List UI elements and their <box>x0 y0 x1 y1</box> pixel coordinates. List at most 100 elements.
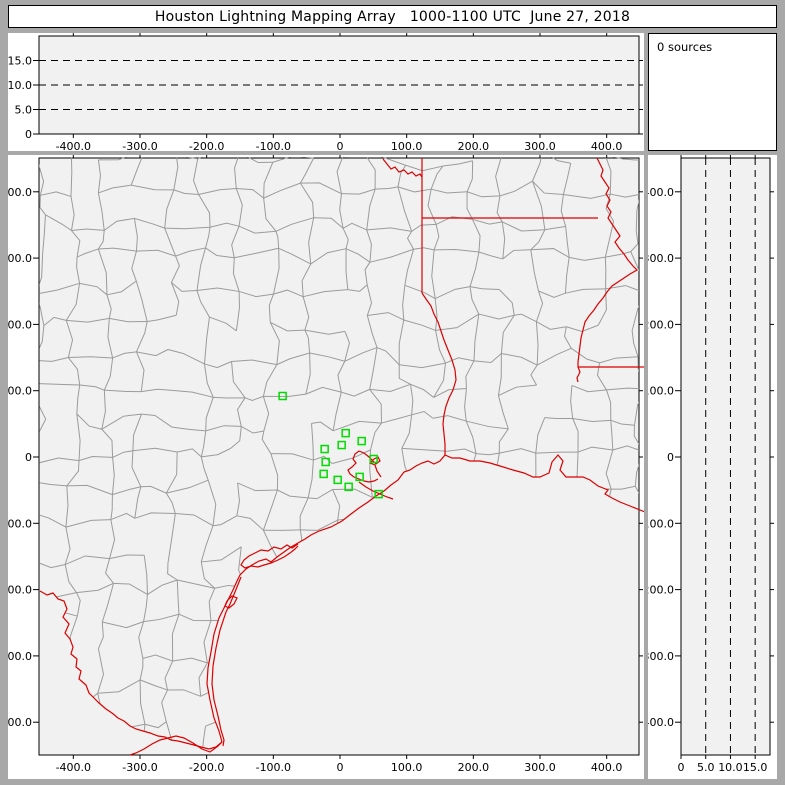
county-boundary <box>236 482 240 516</box>
county-boundary <box>498 289 515 316</box>
padre-island <box>211 576 242 747</box>
county-boundary <box>337 361 346 393</box>
county-boundary <box>205 247 235 259</box>
county-boundary <box>560 194 567 227</box>
county-boundary <box>538 290 566 298</box>
county-boundary <box>530 364 538 386</box>
county-boundary <box>39 560 66 569</box>
plan-view-map-panel[interactable]: -400.0 -300.0 -200.0 -100.0 0 100.0 200.0 300.0… <box>8 155 644 779</box>
county-boundary <box>299 182 315 218</box>
county-boundary <box>232 257 240 292</box>
county-boundary <box>605 449 614 490</box>
county-boundary <box>569 256 606 261</box>
plan-view-map-plot[interactable]: -400.0 -300.0 -200.0 -100.0 0 100.0 200.0 300.0… <box>8 155 644 779</box>
county-boundary <box>236 187 264 199</box>
county-boundary <box>198 662 208 697</box>
altitude-ns-panel[interactable]: 0 5.010.015.0 400.0 300.0 200.0 100.0 0 -100.0 -… <box>648 155 777 779</box>
county-boundary <box>175 247 206 257</box>
county-boundary <box>478 251 503 260</box>
county-boundary <box>66 484 113 496</box>
county-boundary <box>415 756 431 760</box>
axis-tick-label: 300.0 <box>648 252 674 265</box>
county-boundary <box>263 198 277 232</box>
county-boundary <box>410 383 434 398</box>
county-boundary <box>369 347 378 390</box>
axis-tick-label: 0 <box>667 451 674 464</box>
county-boundary <box>106 280 137 296</box>
county-boundary <box>431 188 468 194</box>
county-boundary <box>64 527 71 565</box>
county-boundary <box>564 257 570 294</box>
county-boundary <box>112 486 141 496</box>
coastline-path <box>206 454 644 743</box>
county-boundary <box>610 420 614 451</box>
county-boundary <box>434 286 471 300</box>
county-boundary <box>236 397 246 427</box>
county-boundary <box>304 329 311 354</box>
county-boundary <box>208 588 216 621</box>
altitude-ew-panel[interactable]: -400.0 -300.0 -200.0 -100.0 0 100.0 200.0 300.0… <box>8 33 644 151</box>
county-boundary <box>278 247 311 265</box>
sabine-river-border <box>421 292 457 455</box>
county-boundary <box>39 282 80 295</box>
county-boundary <box>544 417 573 420</box>
county-boundary <box>466 420 509 430</box>
county-boundary <box>175 513 214 527</box>
county-boundary <box>301 263 312 297</box>
county-boundary <box>231 226 240 258</box>
county-boundary <box>641 564 644 597</box>
county-boundary <box>431 249 436 299</box>
county-boundary <box>237 482 278 492</box>
county-boundary <box>473 313 480 361</box>
county-boundary <box>308 217 315 265</box>
county-boundary <box>300 519 338 531</box>
county-boundary <box>39 418 47 466</box>
altitude-ns-plot[interactable]: 0 5.010.015.0 400.0 300.0 200.0 100.0 0 -100.0 -… <box>648 155 777 779</box>
county-boundary <box>141 388 173 393</box>
county-boundary <box>465 420 477 454</box>
county-boundary <box>200 561 216 589</box>
county-boundary <box>531 180 546 230</box>
county-boundary <box>308 489 333 500</box>
plot-area[interactable] <box>38 157 640 756</box>
county-boundary <box>147 579 178 595</box>
county-boundary <box>466 160 474 192</box>
county-boundary <box>42 214 46 254</box>
county-boundary <box>536 321 567 330</box>
county-boundary <box>172 389 214 398</box>
altitude-ew-plot[interactable]: -400.0 -300.0 -200.0 -100.0 0 100.0 200.0 300.0… <box>8 33 644 151</box>
county-boundary <box>497 353 502 396</box>
axis-tick-label: 10.0 <box>8 79 32 92</box>
mexico-coast <box>129 735 223 756</box>
county-boundary <box>170 255 180 283</box>
plot-area[interactable] <box>680 157 771 756</box>
county-boundary <box>205 425 242 432</box>
county-boundary <box>397 164 407 187</box>
county-boundary <box>640 160 644 195</box>
county-boundary <box>565 288 606 294</box>
lma-station-marker <box>278 391 287 401</box>
county-boundary <box>514 313 537 323</box>
county-boundary <box>173 157 179 190</box>
county-boundary <box>276 352 310 366</box>
county-boundary <box>433 388 467 398</box>
county-boundary <box>263 182 301 199</box>
county-boundary <box>39 293 45 326</box>
county-boundary <box>97 648 105 694</box>
axis-tick-label: 10.0 <box>718 761 743 774</box>
county-boundary <box>434 249 479 253</box>
county-boundary <box>71 228 105 232</box>
county-boundary <box>332 392 342 431</box>
lma-station-marker <box>355 472 364 482</box>
county-boundary <box>196 290 210 318</box>
county-boundary <box>202 726 206 749</box>
county-boundary <box>110 512 136 521</box>
county-boundary <box>209 222 240 228</box>
county-boundary <box>375 186 399 190</box>
county-boundary <box>130 157 146 186</box>
county-boundary <box>171 426 206 432</box>
county-boundary <box>142 654 173 662</box>
county-boundary <box>605 285 644 294</box>
county-boundary <box>65 485 69 528</box>
